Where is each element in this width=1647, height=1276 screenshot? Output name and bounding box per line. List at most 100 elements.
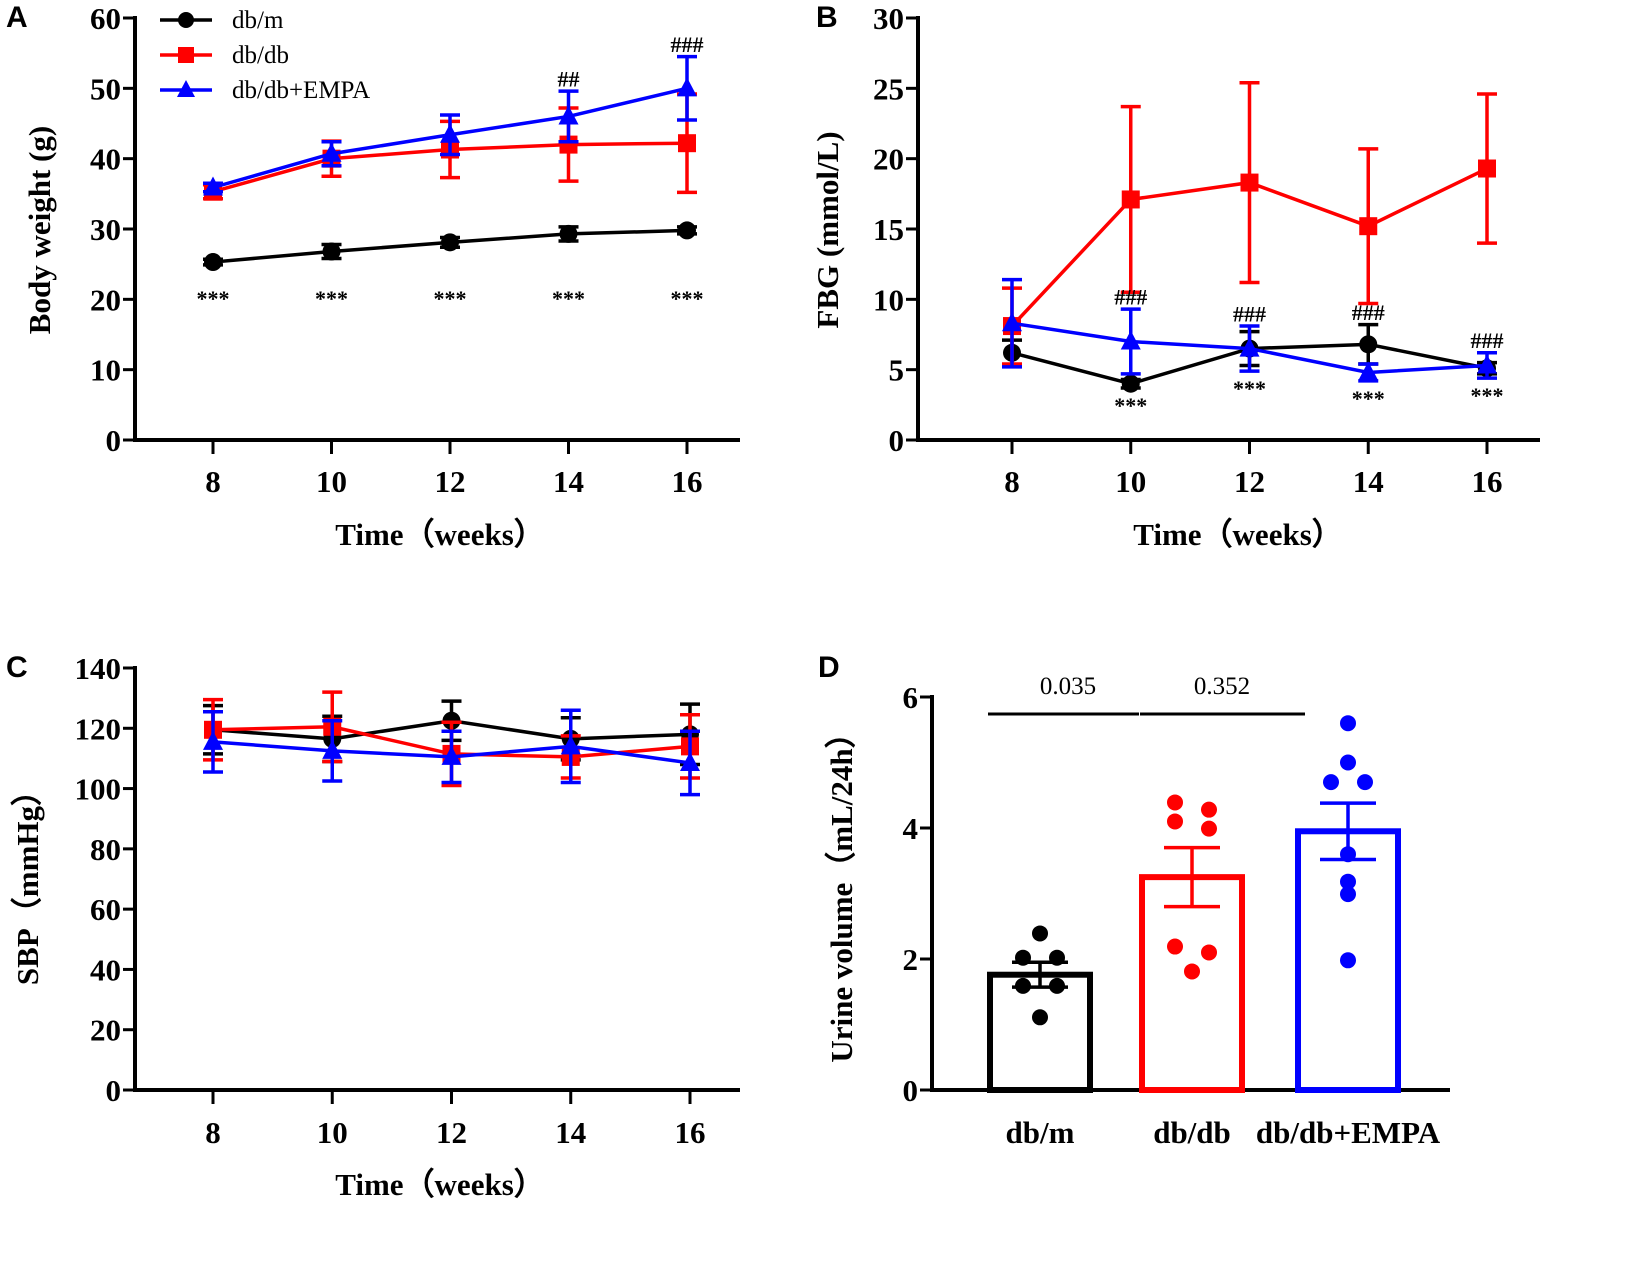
x-tick-label: 10 [316, 464, 347, 499]
data-point [1184, 963, 1200, 980]
panel-letter: D [818, 651, 840, 684]
data-point [1167, 794, 1183, 811]
y-tick-label: 10 [873, 282, 904, 317]
y-tick-label: 60 [90, 1, 121, 36]
x-tick-label: 16 [1472, 464, 1503, 499]
legend-item: db/db+EMPA [160, 77, 370, 104]
marker-circle [1359, 335, 1378, 354]
x-tick-label: 14 [553, 464, 584, 499]
marker-circle [559, 224, 578, 243]
marker-circle [441, 233, 459, 252]
panel-letter: C [6, 651, 28, 684]
x-axis-title: Time（weeks） [335, 1167, 545, 1202]
x-tick-label: 10 [1115, 464, 1146, 499]
bar-group [987, 925, 1093, 1093]
marker-triangle [1002, 312, 1022, 332]
x-tick-label: 14 [555, 1115, 586, 1150]
marker-circle [178, 12, 194, 28]
significance-annotation: ### [1114, 285, 1147, 310]
x-tick-label: 8 [205, 464, 221, 499]
data-point [1201, 944, 1217, 961]
marker-triangle [203, 176, 223, 196]
legend-label: db/db [232, 42, 289, 69]
x-tick-label: 16 [672, 464, 703, 499]
marker-square [1240, 173, 1259, 192]
marker-triangle [1477, 354, 1497, 374]
y-tick-label: 120 [75, 711, 122, 746]
y-axis-title: SBP（mmHg） [10, 775, 45, 985]
x-tick-label: 12 [1234, 464, 1265, 499]
marker-triangle [558, 105, 579, 125]
bar-group [1139, 794, 1245, 1093]
y-tick-label: 140 [75, 651, 122, 686]
y-tick-label: 40 [90, 142, 121, 177]
y-tick-label: 20 [90, 282, 121, 317]
x-tick-label: 14 [1353, 464, 1384, 499]
data-point [1167, 938, 1183, 955]
data-point [1357, 774, 1373, 791]
marker-triangle [322, 739, 343, 759]
panel-B: 0 5 10 15 20 25 30 B FBG (mmol/L) 8 10 12 14 16 Time（w… [810, 1, 1540, 552]
y-tick-label: 4 [903, 811, 919, 846]
legend-label: db/m [232, 7, 284, 34]
legend-item: db/db [160, 42, 289, 69]
marker-triangle [440, 123, 460, 143]
data-point [1340, 886, 1356, 903]
significance-annotation: *** [197, 286, 230, 311]
bar [1139, 874, 1245, 1093]
y-tick-label: 6 [903, 680, 919, 715]
marker-circle [678, 221, 696, 240]
legend-item: db/m [160, 7, 284, 34]
marker-square [1478, 159, 1496, 178]
marker-triangle [677, 77, 697, 97]
y-tick-label: 25 [873, 71, 904, 106]
y-axis-title: Body weight (g) [22, 126, 57, 334]
x-category-label: db/db+EMPA [1256, 1115, 1441, 1150]
y-tick-label: 0 [903, 1073, 919, 1108]
data-point [1340, 754, 1356, 771]
p-value: 0.352 [1194, 673, 1250, 700]
y-tick-label: 50 [90, 71, 121, 106]
y-tick-label: 30 [90, 212, 121, 247]
y-tick-label: 30 [873, 1, 904, 36]
marker-square [678, 134, 696, 153]
y-tick-label: 100 [75, 772, 122, 807]
marker-square [1359, 217, 1378, 236]
bar [987, 971, 1093, 1093]
marker-triangle [1120, 330, 1141, 350]
significance-annotation: *** [1233, 376, 1266, 401]
marker-triangle [680, 751, 700, 771]
data-point [1340, 952, 1356, 969]
y-tick-label: 5 [889, 353, 905, 388]
x-tick-label: 16 [675, 1115, 706, 1150]
comparison: 0.352 [1140, 673, 1305, 716]
panel-A: 0 10 20 30 40 50 60 A Body weight (g) 8 10 12 14 16 Ti… [6, 1, 740, 552]
marker-triangle [203, 730, 223, 750]
p-value: 0.035 [1040, 673, 1096, 700]
marker-triangle [441, 745, 462, 765]
x-tick-label: 12 [436, 1115, 467, 1150]
data-point [1323, 774, 1339, 791]
x-axis-title: Time（weeks） [1133, 517, 1343, 552]
series-db-db-empa [203, 708, 700, 797]
marker-triangle [1239, 337, 1260, 357]
y-tick-label: 2 [903, 942, 919, 977]
data-point [1340, 715, 1356, 732]
significance-annotation: ## [558, 66, 580, 91]
marker-square [178, 47, 194, 63]
marker-circle [1121, 374, 1140, 393]
y-tick-label: 60 [90, 892, 121, 927]
y-tick-label: 10 [90, 353, 121, 388]
y-axis-title: FBG (mmol/L) [810, 131, 845, 328]
significance-annotation: *** [434, 286, 467, 311]
x-tick-label: 10 [317, 1115, 348, 1150]
data-point [1201, 801, 1217, 818]
panel-C: 0 20 40 60 80 100 120 140 C SBP（mmHg） 8 10 12 14 16 Tim… [6, 651, 740, 1202]
data-point [1032, 925, 1048, 942]
significance-annotation: ### [1471, 328, 1504, 353]
significance-annotation: *** [1352, 386, 1385, 411]
panel-letter: A [6, 1, 28, 34]
y-tick-label: 0 [889, 423, 905, 458]
y-tick-label: 0 [106, 423, 122, 458]
y-tick-label: 40 [90, 952, 121, 987]
